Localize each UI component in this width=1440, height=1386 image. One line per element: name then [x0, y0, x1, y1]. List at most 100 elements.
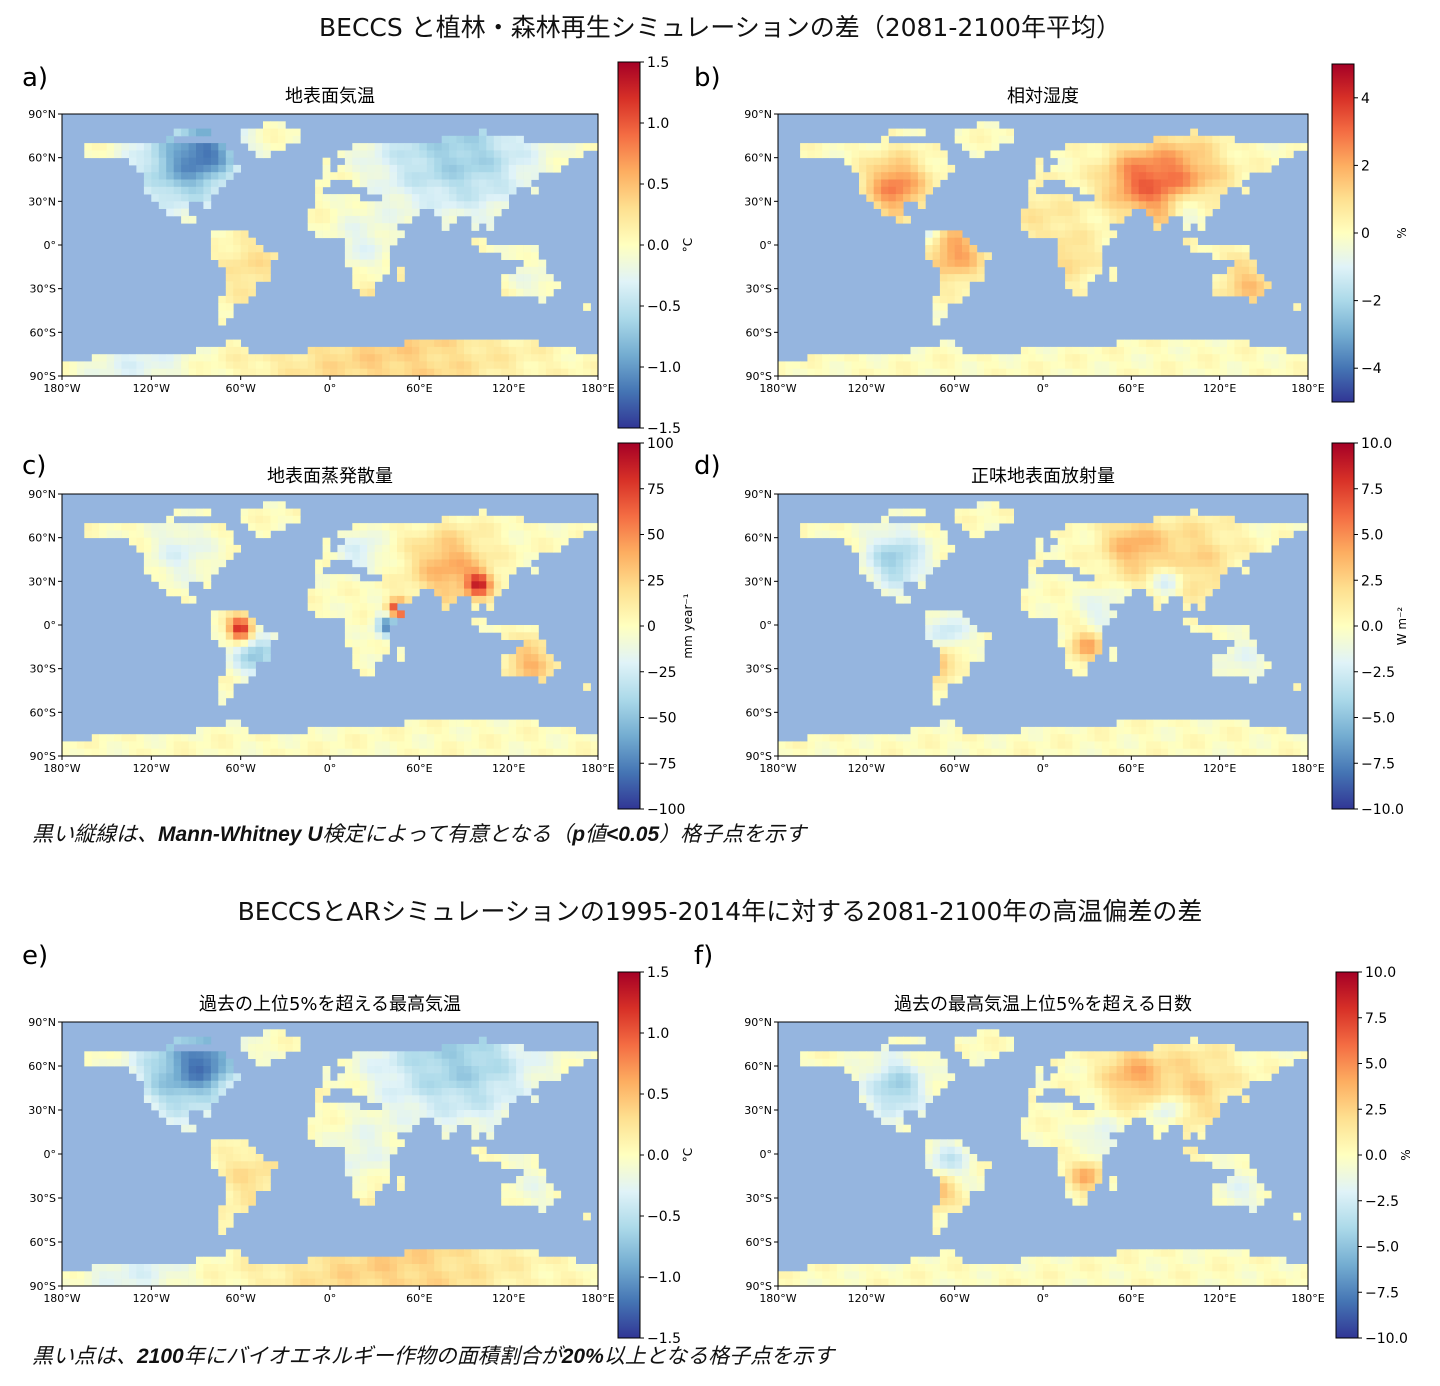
grid-cell	[1212, 150, 1221, 159]
grid-cell	[962, 632, 970, 640]
grid-cell	[888, 194, 897, 202]
grid-cell	[248, 361, 256, 370]
grid-cell	[456, 150, 465, 159]
grid-cell	[1227, 281, 1235, 290]
grid-cell	[873, 368, 882, 377]
grid-cell	[404, 544, 413, 553]
grid-cell	[508, 1249, 517, 1257]
grid-cell	[1190, 237, 1198, 246]
grid-cell	[844, 537, 853, 546]
grid-cell	[508, 1190, 517, 1199]
grid-cell	[998, 734, 1007, 742]
grid-cell	[1212, 274, 1221, 282]
grid-cell	[1263, 530, 1272, 539]
grid-cell	[352, 625, 361, 633]
lat-tick-label: 90°S	[746, 370, 772, 383]
grid-cell	[352, 523, 361, 531]
grid-cell	[374, 595, 383, 604]
grid-cell	[411, 530, 420, 539]
grid-cell	[419, 194, 428, 202]
grid-cell	[1212, 281, 1221, 290]
grid-cell	[493, 135, 502, 144]
grid-cell	[344, 1117, 353, 1125]
grid-cell	[151, 1102, 160, 1111]
grid-cell	[508, 172, 517, 180]
grid-cell	[478, 208, 487, 217]
grid-cell	[553, 726, 562, 735]
grid-cell	[1241, 646, 1250, 655]
grid-cell	[1035, 194, 1044, 202]
grid-cell	[210, 1088, 219, 1096]
grid-cell	[263, 515, 271, 524]
grid-cell	[382, 1058, 390, 1067]
grid-cell	[545, 530, 554, 539]
grid-cell	[1043, 368, 1051, 377]
lat-tick-label: 30°N	[28, 575, 56, 588]
grid-cell	[382, 164, 390, 173]
grid-cell	[337, 1102, 346, 1111]
grid-cell	[173, 1278, 182, 1287]
grid-cell	[1094, 245, 1103, 253]
grid-cell	[129, 157, 137, 166]
grid-cell	[1087, 215, 1095, 224]
grid-cell	[352, 368, 361, 377]
grid-cell	[225, 530, 234, 539]
lat-tick-label: 30°S	[746, 663, 772, 676]
grid-cell	[456, 1044, 465, 1052]
grid-cell	[1116, 559, 1125, 568]
grid-cell	[954, 259, 963, 268]
grid-cell	[210, 172, 219, 180]
grid-cell	[1293, 1051, 1302, 1059]
grid-cell	[143, 537, 152, 546]
grid-cell	[91, 530, 100, 539]
grid-cell	[523, 1264, 532, 1272]
grid-cell	[501, 150, 509, 159]
grid-cell	[382, 368, 390, 377]
grid-cell	[315, 595, 323, 604]
lon-tick-label: 120°E	[492, 1292, 525, 1305]
grid-cell	[1204, 552, 1213, 560]
grid-cell	[531, 523, 539, 531]
grid-cell	[411, 368, 420, 377]
grid-cell	[344, 552, 353, 560]
colorbar-tick-label: 4	[1361, 91, 1370, 107]
grid-cell	[1116, 719, 1125, 728]
grid-cell	[367, 1066, 375, 1074]
grid-cell	[285, 1036, 294, 1045]
grid-cell	[917, 552, 926, 560]
grid-cell	[486, 339, 495, 348]
grid-cell	[233, 654, 241, 662]
grid-cell	[873, 552, 882, 560]
grid-cell	[367, 1154, 375, 1162]
grid-cell	[508, 157, 517, 166]
grid-cell	[419, 143, 428, 151]
grid-cell	[404, 1256, 413, 1265]
grid-cell	[166, 1110, 174, 1118]
grid-cell	[1249, 734, 1257, 742]
grid-cell	[1212, 368, 1221, 377]
grid-cell	[516, 668, 524, 677]
grid-cell	[106, 368, 115, 377]
grid-cell	[851, 143, 860, 151]
grid-cell	[300, 1271, 308, 1279]
grid-cell	[181, 581, 189, 589]
grid-cell	[1234, 544, 1243, 553]
grid-cell	[939, 537, 948, 546]
grid-cell	[1065, 537, 1073, 546]
grid-cell	[1190, 581, 1198, 589]
grid-cell	[962, 515, 970, 524]
grid-cell	[1197, 1044, 1206, 1052]
grid-cell	[382, 537, 390, 546]
grid-cell	[389, 603, 398, 611]
grid-cell	[106, 523, 115, 531]
grid-cell	[233, 295, 241, 304]
grid-cell	[188, 157, 197, 166]
grid-cell	[173, 1051, 182, 1059]
grid-cell	[583, 1278, 591, 1287]
grid-cell	[531, 1080, 539, 1089]
grid-cell	[106, 354, 115, 362]
grid-cell	[225, 734, 234, 742]
grid-cell	[1094, 346, 1103, 355]
grid-cell	[397, 537, 405, 546]
grid-cell	[998, 135, 1007, 144]
